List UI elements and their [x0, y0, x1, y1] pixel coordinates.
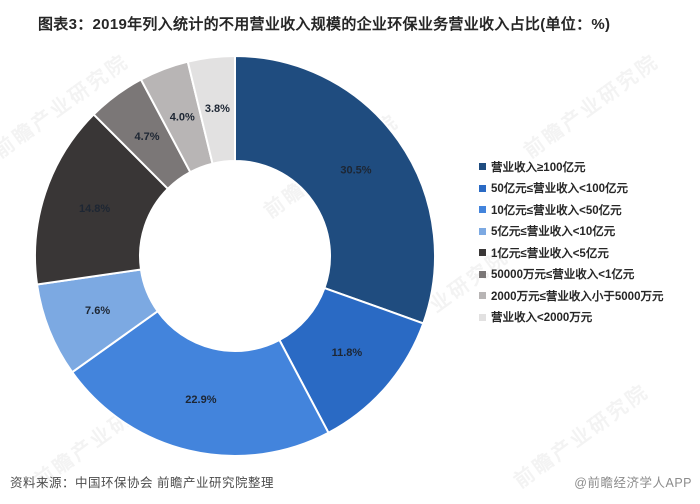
watermark-text: 前瞻产业研究院: [520, 50, 664, 163]
legend-item-5: 50000万元≤营业收入<1亿元: [479, 264, 697, 286]
legend: 营业收入≥100亿元 50亿元≤营业收入<100亿元 10亿元≤营业收入<50亿元 5…: [479, 156, 697, 328]
legend-label: 营业收入<2000万元: [491, 312, 593, 325]
legend-label: 1亿元≤营业收入<5亿元: [491, 247, 609, 260]
slice-label-3: 7.6%: [85, 305, 110, 317]
slice-label-7: 3.8%: [205, 103, 230, 115]
pie-slice-2: [71, 310, 330, 457]
legend-label: 50亿元≤营业收入<100亿元: [491, 183, 629, 196]
legend-swatch-icon: [479, 249, 486, 257]
slice-label-2: 22.9%: [185, 394, 216, 406]
slice-label-5: 4.7%: [134, 131, 159, 143]
pie-slice-0: [234, 55, 437, 325]
legend-label: 2000万元≤营业收入小于5000万元: [491, 290, 664, 303]
slice-label-0: 30.5%: [340, 165, 371, 177]
legend-swatch-icon: [479, 184, 486, 192]
donut-chart-svg: 30.5% 11.8% 22.9% 7.6% 14.8% 4.7% 4.0% 3.8%: [34, 55, 437, 457]
legend-label: 10亿元≤营业收入<50亿元: [491, 204, 622, 217]
brand-credit: @前瞻经济学人APP: [574, 476, 692, 490]
legend-swatch-icon: [479, 292, 486, 300]
legend-item-3: 5亿元≤营业收入<10亿元: [479, 221, 697, 243]
slice-label-1: 11.8%: [332, 347, 363, 359]
legend-swatch-icon: [479, 313, 486, 321]
legend-label: 5亿元≤营业收入<10亿元: [491, 226, 616, 239]
legend-swatch-icon: [479, 227, 486, 235]
legend-label: 50000万元≤营业收入<1亿元: [491, 269, 635, 282]
pie-slice-7: [186, 55, 236, 165]
legend-swatch-icon: [479, 163, 486, 171]
legend-item-2: 10亿元≤营业收入<50亿元: [479, 199, 697, 221]
chart-title: 图表3：2019年列入统计的不用营业收入规模的企业环保业务营业收入占比(单位：%…: [38, 16, 611, 33]
legend-item-4: 1亿元≤营业收入<5亿元: [479, 242, 697, 264]
legend-item-7: 营业收入<2000万元: [479, 307, 697, 329]
legend-item-1: 50亿元≤营业收入<100亿元: [479, 178, 697, 200]
slice-label-4: 14.8%: [79, 203, 110, 215]
legend-label: 营业收入≥100亿元: [491, 161, 586, 174]
legend-item-6: 2000万元≤营业收入小于5000万元: [479, 285, 697, 307]
legend-swatch-icon: [479, 270, 486, 278]
slice-label-6: 4.0%: [170, 112, 195, 124]
legend-swatch-icon: [479, 206, 486, 214]
legend-item-0: 营业收入≥100亿元: [479, 156, 697, 178]
source-note: 资料来源：中国环保协会 前瞻产业研究院整理: [10, 476, 274, 490]
pie-slice-4: [34, 113, 169, 286]
